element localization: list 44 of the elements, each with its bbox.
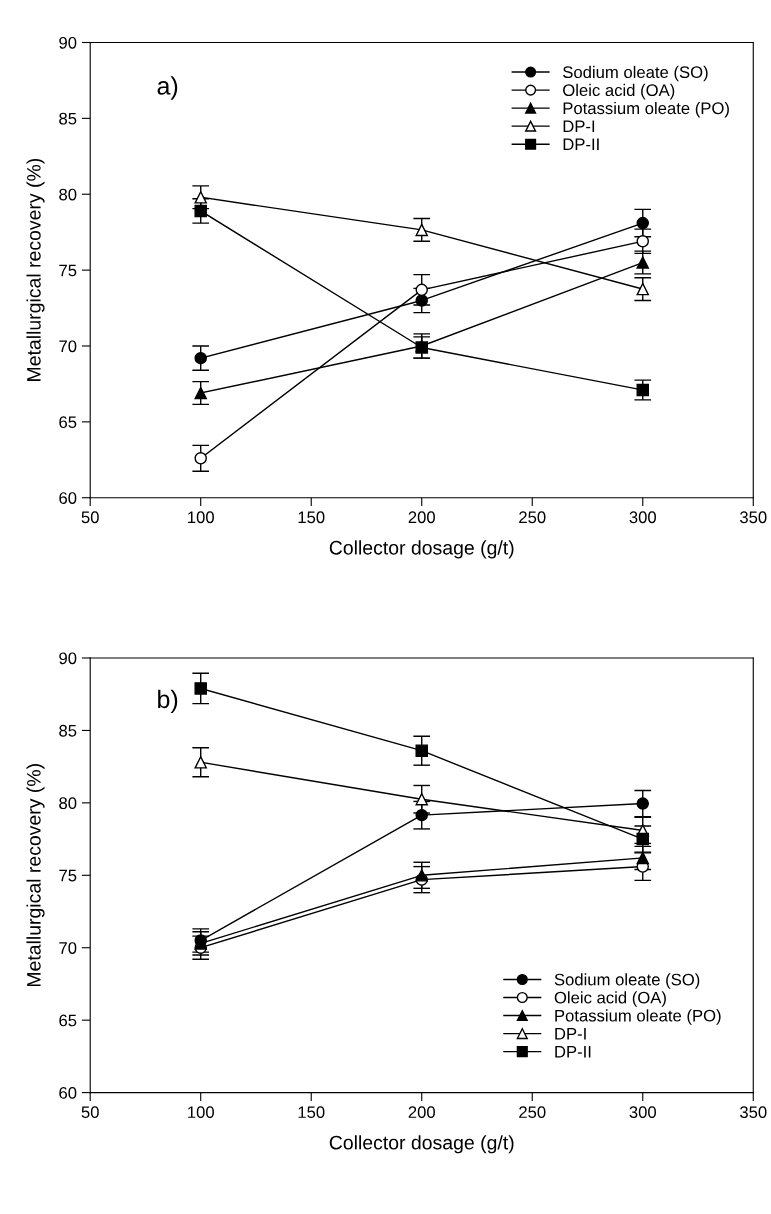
x-tick-label: 350 <box>740 1106 767 1119</box>
x-tick-label: 100 <box>188 1106 214 1119</box>
x-tick-label: 300 <box>629 1106 657 1119</box>
y-tick-label: 80 <box>59 188 77 201</box>
legend-label: Potassium oleate (PO) <box>563 101 729 118</box>
y-tick-label: 70 <box>59 942 77 954</box>
x-tick-label: 300 <box>629 511 657 524</box>
y-tick-label: 85 <box>59 112 77 125</box>
legend-label: DP-II <box>563 138 599 151</box>
y-tick-label: 65 <box>59 416 77 429</box>
y-tick-label: 90 <box>59 652 77 665</box>
x-tick-label: 50 <box>81 511 99 524</box>
y-tick-label: 85 <box>59 724 77 737</box>
annotation: b) <box>158 689 178 714</box>
legend-label: Oleic acid (OA) <box>563 83 675 100</box>
legend-label: DP-I <box>555 1027 586 1040</box>
x-axis-title: Collector dosage (g/t) <box>329 1135 514 1154</box>
y-tick-label: 70 <box>59 340 77 353</box>
y-tick-label: 60 <box>59 492 77 504</box>
legend-label: DP-I <box>563 120 595 133</box>
y-tick-label: 60 <box>59 1087 77 1099</box>
x-tick-label: 250 <box>519 1106 546 1119</box>
x-tick-label: 200 <box>408 1106 435 1119</box>
legend-label: DP-II <box>555 1046 591 1058</box>
x-tick-label: 150 <box>298 1106 325 1119</box>
x-tick-label: 100 <box>188 511 214 524</box>
y-tick-label: 75 <box>59 869 77 882</box>
y-axis-title: Metallurgical recovery (%) <box>26 764 45 987</box>
y-tick-label: 90 <box>59 36 77 49</box>
legend-label: Potassium oleate (PO) <box>555 1009 721 1025</box>
x-tick-label: 350 <box>740 511 767 524</box>
x-tick-label: 150 <box>298 511 325 524</box>
legend-label: Oleic acid (OA) <box>554 991 666 1007</box>
y-tick-label: 75 <box>59 264 77 277</box>
legend-label: Sodium oleate (SO) <box>554 973 700 989</box>
y-tick-label: 80 <box>59 797 77 810</box>
x-tick-label: 50 <box>81 1106 99 1119</box>
x-tick-label: 250 <box>519 511 546 524</box>
annotation: a) <box>157 76 178 100</box>
x-tick-label: 200 <box>408 511 435 524</box>
y-axis-title: Metallurgical recovery (%) <box>26 158 45 381</box>
x-axis-title: Collector dosage (g/t) <box>329 540 514 559</box>
y-tick-label: 65 <box>59 1014 77 1027</box>
legend-label: Sodium oleate (SO) <box>563 65 708 82</box>
